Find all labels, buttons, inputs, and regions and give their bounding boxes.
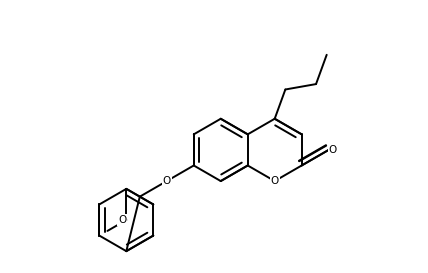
Text: O: O	[118, 215, 126, 225]
Text: O: O	[270, 176, 279, 186]
Text: O: O	[329, 145, 337, 155]
Text: O: O	[163, 176, 171, 186]
